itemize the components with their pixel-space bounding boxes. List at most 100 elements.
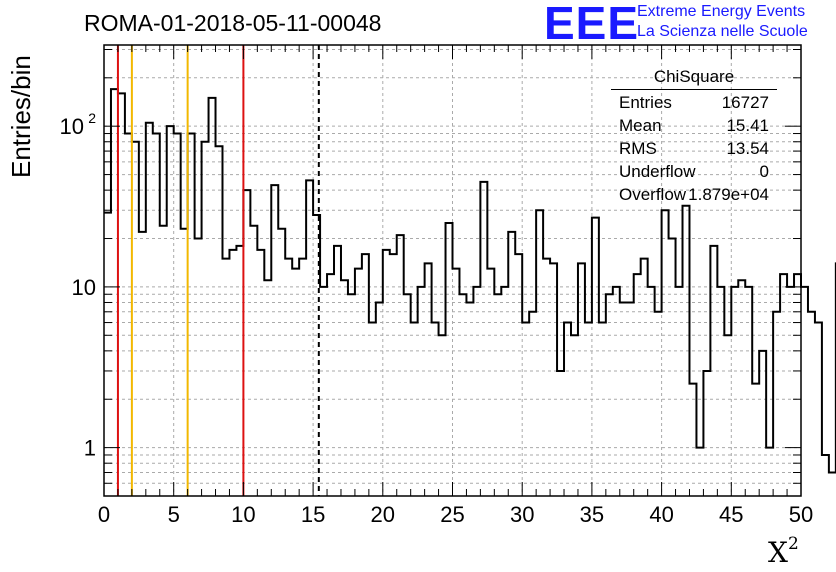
stats-label: Overflow <box>619 185 687 204</box>
histogram-bin <box>815 323 822 496</box>
histogram-bin <box>111 89 118 496</box>
histogram-bin <box>613 287 620 496</box>
histogram-bin <box>592 218 599 496</box>
histogram-bin <box>745 287 752 496</box>
x-tick-label: 45 <box>719 502 743 527</box>
histogram-bin <box>146 123 153 496</box>
histogram-bin <box>515 254 522 496</box>
axes-frame <box>103 44 802 497</box>
histogram-bin <box>731 287 738 496</box>
histogram-bin <box>717 287 724 496</box>
histogram-bin <box>125 134 132 496</box>
chart-title: ROMA-01-2018-05-11-00048 <box>84 10 382 36</box>
stats-value: 13.54 <box>726 139 769 158</box>
eee-logo: EEE <box>544 0 640 49</box>
histogram-bin <box>432 323 439 496</box>
histogram-bin <box>439 335 446 496</box>
histogram-bin <box>181 229 188 496</box>
stats-value: 0 <box>759 162 769 181</box>
histogram-bin <box>369 323 376 496</box>
histogram-bin <box>655 312 662 496</box>
stats-value: 1.879e+04 <box>688 185 769 204</box>
histogram-bin <box>508 232 515 496</box>
histogram-bin <box>104 213 111 496</box>
x-axis-label-exp: 2 <box>787 534 799 554</box>
histogram-outline <box>104 88 836 474</box>
stats-divider <box>611 89 777 90</box>
histogram-bin <box>167 126 174 496</box>
histogram-bin <box>773 312 780 496</box>
logo-line-2: La Scienza nelle Scuole <box>637 23 808 40</box>
stats-label: Mean <box>619 116 662 135</box>
histogram-bin <box>174 134 181 496</box>
x-tick-label: 10 <box>231 502 255 527</box>
histogram-bin <box>724 335 731 496</box>
histogram-bin <box>564 323 571 496</box>
histogram-bin <box>153 134 160 496</box>
histogram-bin <box>752 384 759 496</box>
stats-title: ChiSquare <box>653 67 735 86</box>
histogram-bin <box>202 142 209 496</box>
histogram-bin <box>550 263 557 496</box>
histogram-bin <box>271 185 278 496</box>
histogram-bin <box>494 294 501 496</box>
histogram-bin <box>278 229 285 496</box>
histogram-series <box>104 88 836 496</box>
histogram-bin <box>703 371 710 496</box>
histogram-bin <box>662 210 669 496</box>
histogram-bin <box>480 182 487 496</box>
histogram-bin <box>648 287 655 496</box>
histogram-bin <box>209 98 216 496</box>
histogram-bin <box>362 254 369 496</box>
histogram-bin <box>829 473 836 496</box>
histogram-bin <box>459 294 466 496</box>
x-tick-label: 15 <box>301 502 325 527</box>
histogram-bin <box>195 239 202 496</box>
histogram-bin <box>404 294 411 496</box>
stats-label: Underflow <box>619 162 696 181</box>
stats-value: 15.41 <box>726 116 769 135</box>
stats-label: RMS <box>619 139 657 158</box>
histogram-bin <box>425 263 432 496</box>
stats-row-underflow: Underflow 0 <box>619 162 769 184</box>
x-axis-label: X2 <box>768 534 799 569</box>
histogram-bin <box>529 312 536 496</box>
y-tick-label: 10 <box>72 275 96 300</box>
histogram-bin <box>411 323 418 496</box>
histogram-bin <box>139 232 146 496</box>
histogram-bin <box>557 371 564 496</box>
histogram-bin <box>689 384 696 496</box>
histogram-bin <box>787 287 794 496</box>
histogram-bin <box>473 287 480 496</box>
x-tick-label: 5 <box>168 502 180 527</box>
histogram-bin <box>801 287 808 496</box>
histogram-bin <box>759 351 766 496</box>
histogram-bin <box>669 239 676 496</box>
histogram-bin <box>243 190 250 496</box>
x-tick-label: 40 <box>649 502 673 527</box>
y-tick-label: 10 <box>60 114 84 139</box>
y-tick-label-exp: 2 <box>88 110 96 126</box>
histogram-bin <box>822 455 829 496</box>
stats-value: 16727 <box>721 93 769 112</box>
histogram-bin <box>348 294 355 496</box>
stats-row-overflow: Overflow 1.879e+04 <box>619 185 769 207</box>
histogram-bin <box>578 263 585 496</box>
x-axis-label-base: X <box>768 536 788 569</box>
histogram-bin <box>599 323 606 496</box>
histogram-bin <box>390 254 397 496</box>
x-tick-label: 20 <box>371 502 395 527</box>
x-tick-label: 35 <box>580 502 604 527</box>
histogram-bin <box>536 210 543 496</box>
histogram-bin <box>522 323 529 496</box>
stats-label: Entries <box>619 93 672 112</box>
histogram-bin <box>132 142 139 496</box>
stats-row-entries: Entries 16727 <box>619 93 769 115</box>
histogram-bin <box>606 294 613 496</box>
y-tick-label: 1 <box>84 436 96 461</box>
marker-lines <box>116 45 320 496</box>
histogram-bin <box>216 146 223 496</box>
histogram-bin <box>676 287 683 496</box>
histogram-bin <box>808 312 815 496</box>
